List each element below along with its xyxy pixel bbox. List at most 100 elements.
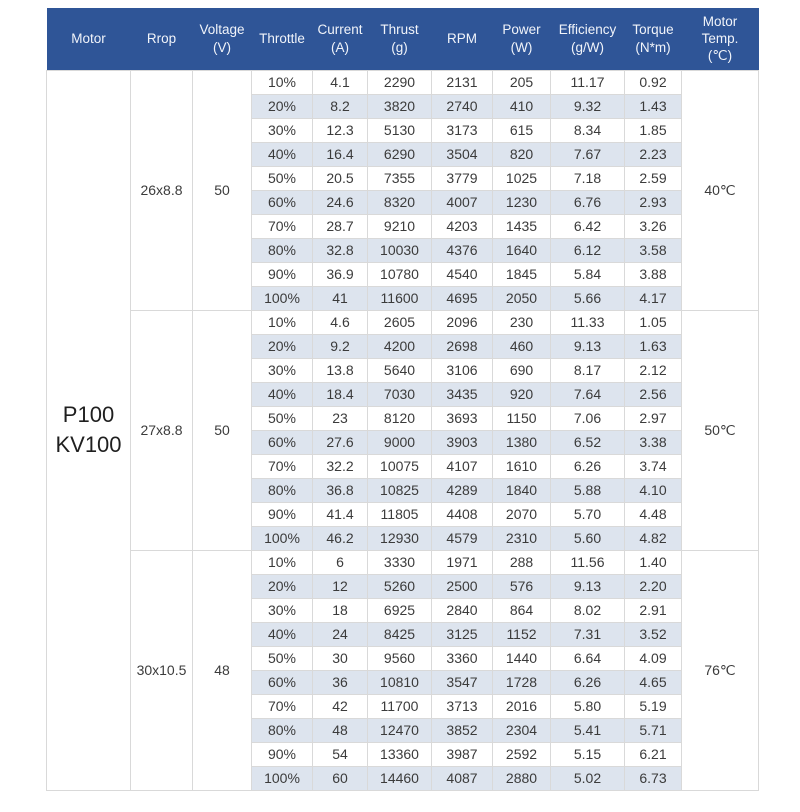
- cell-torque: 4.09: [624, 645, 682, 671]
- motor-temp-cell: 76℃: [681, 549, 759, 791]
- cell-thrust: 7030: [367, 381, 432, 407]
- cell-power: 1610: [492, 453, 551, 479]
- header-efficiency: Efficiency (g/W): [550, 8, 625, 70]
- cell-thrust: 6925: [367, 597, 432, 623]
- cell-efficiency: 5.66: [550, 285, 625, 311]
- cell-efficiency: 7.06: [550, 405, 625, 431]
- table-row: 20% 8.2 3820 2740 410 9.32 1.43: [47, 93, 759, 119]
- cell-rpm: 2698: [431, 333, 493, 359]
- cell-throttle: 60%: [251, 429, 313, 455]
- cell-throttle: 60%: [251, 669, 313, 695]
- cell-rpm: 3435: [431, 381, 493, 407]
- cell-efficiency: 6.76: [550, 189, 625, 215]
- cell-efficiency: 7.64: [550, 381, 625, 407]
- cell-efficiency: 5.41: [550, 717, 625, 743]
- cell-torque: 3.88: [624, 261, 682, 287]
- cell-rpm: 1971: [431, 549, 493, 575]
- header-efficiency-line: (g/W): [571, 39, 604, 55]
- cell-throttle: 70%: [251, 213, 313, 239]
- cell-rpm: 4087: [431, 765, 493, 791]
- header-torque: Torque (N*m): [624, 8, 682, 70]
- cell-torque: 3.52: [624, 621, 682, 647]
- cell-current: 20.5: [312, 165, 368, 191]
- cell-torque: 3.26: [624, 213, 682, 239]
- cell-efficiency: 5.80: [550, 693, 625, 719]
- cell-thrust: 8425: [367, 621, 432, 647]
- cell-power: 1150: [492, 405, 551, 431]
- cell-power: 288: [492, 549, 551, 575]
- voltage-cell: 48: [192, 549, 252, 791]
- motor-spec-table: Motor Rrop Voltage (V) Throttle Current (A) Thr…: [46, 8, 759, 791]
- cell-power: 410: [492, 93, 551, 119]
- cell-current: 32.2: [312, 453, 368, 479]
- table-row: 40% 18.4 7030 3435 920 7.64 2.56: [47, 381, 759, 407]
- cell-throttle: 70%: [251, 693, 313, 719]
- cell-throttle: 40%: [251, 141, 313, 167]
- table-row: 40% 16.4 6290 3504 820 7.67 2.23: [47, 141, 759, 167]
- cell-thrust: 11700: [367, 693, 432, 719]
- cell-rpm: 3903: [431, 429, 493, 455]
- cell-current: 41: [312, 285, 368, 311]
- cell-efficiency: 7.18: [550, 165, 625, 191]
- header-thrust-line: Thrust: [380, 22, 419, 38]
- cell-current: 16.4: [312, 141, 368, 167]
- cell-torque: 4.48: [624, 501, 682, 527]
- cell-torque: 3.74: [624, 453, 682, 479]
- header-motor-line: Motor: [71, 31, 106, 47]
- voltage-cell: 50: [192, 69, 252, 311]
- cell-power: 2310: [492, 525, 551, 551]
- cell-efficiency: 5.15: [550, 741, 625, 767]
- cell-current: 8.2: [312, 93, 368, 119]
- table-row: 50% 30 9560 3360 1440 6.64 4.09: [47, 645, 759, 671]
- cell-power: 2304: [492, 717, 551, 743]
- table-row: 30% 13.8 5640 3106 690 8.17 2.12: [47, 357, 759, 383]
- cell-power: 2880: [492, 765, 551, 791]
- cell-rpm: 4107: [431, 453, 493, 479]
- cell-torque: 4.10: [624, 477, 682, 503]
- cell-thrust: 5130: [367, 117, 432, 143]
- table-row: 30% 12.3 5130 3173 615 8.34 1.85: [47, 117, 759, 143]
- cell-torque: 2.23: [624, 141, 682, 167]
- header-power: Power (W): [492, 8, 551, 70]
- cell-current: 32.8: [312, 237, 368, 263]
- cell-throttle: 20%: [251, 93, 313, 119]
- header-torque-line: (N*m): [635, 39, 671, 55]
- header-motor-temp-line: Motor: [702, 13, 738, 29]
- cell-efficiency: 8.02: [550, 597, 625, 623]
- cell-throttle: 10%: [251, 69, 313, 95]
- cell-thrust: 12470: [367, 717, 432, 743]
- cell-current: 30: [312, 645, 368, 671]
- cell-current: 60: [312, 765, 368, 791]
- header-thrust-line: (g): [391, 39, 408, 55]
- cell-rpm: 3713: [431, 693, 493, 719]
- cell-torque: 3.38: [624, 429, 682, 455]
- cell-power: 690: [492, 357, 551, 383]
- cell-efficiency: 8.17: [550, 357, 625, 383]
- cell-current: 13.8: [312, 357, 368, 383]
- cell-throttle: 10%: [251, 549, 313, 575]
- cell-torque: 1.40: [624, 549, 682, 575]
- cell-current: 6: [312, 549, 368, 575]
- cell-rpm: 3852: [431, 717, 493, 743]
- cell-thrust: 3820: [367, 93, 432, 119]
- cell-current: 4.1: [312, 69, 368, 95]
- cell-torque: 6.21: [624, 741, 682, 767]
- cell-throttle: 30%: [251, 357, 313, 383]
- cell-efficiency: 5.84: [550, 261, 625, 287]
- cell-rpm: 4695: [431, 285, 493, 311]
- cell-efficiency: 11.56: [550, 549, 625, 575]
- cell-current: 4.6: [312, 309, 368, 335]
- cell-torque: 4.17: [624, 285, 682, 311]
- cell-rpm: 4408: [431, 501, 493, 527]
- cell-power: 615: [492, 117, 551, 143]
- cell-thrust: 11600: [367, 285, 432, 311]
- cell-throttle: 20%: [251, 573, 313, 599]
- cell-thrust: 13360: [367, 741, 432, 767]
- cell-efficiency: 5.60: [550, 525, 625, 551]
- cell-current: 48: [312, 717, 368, 743]
- cell-torque: 3.58: [624, 237, 682, 263]
- motor-spec-table-wrap: Motor Rrop Voltage (V) Throttle Current (A) Thr…: [46, 8, 759, 791]
- cell-efficiency: 6.26: [550, 453, 625, 479]
- cell-power: 1840: [492, 477, 551, 503]
- cell-efficiency: 11.33: [550, 309, 625, 335]
